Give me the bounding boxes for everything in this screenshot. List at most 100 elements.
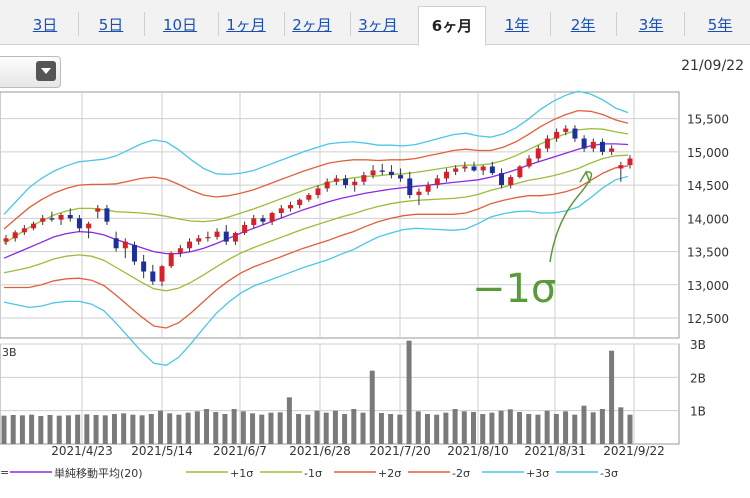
volume-bar [240,411,246,444]
moving-average-line [3,143,629,259]
candle-body [563,128,569,132]
candle-body [499,173,505,186]
candle-body [352,181,358,186]
volume-bar [47,415,53,444]
volume-bar [222,414,228,444]
tab-separator [78,12,79,36]
tab-2[interactable]: 5日 [98,16,124,34]
minus-one-sigma-annotation: −1σ [472,266,556,312]
x-tick-label: 2021/8/31 [524,444,586,458]
tab-6[interactable]: 3ヶ月 [358,16,398,34]
candle-body [544,138,550,149]
tab-10[interactable]: 3年 [638,16,664,34]
legend-label: +2σ [378,467,401,480]
tab-7[interactable]: 6ヶ月 [418,6,486,46]
candle-body [581,138,587,149]
volume-bar [84,414,90,444]
volume-bar [102,415,108,444]
candle-body [480,166,486,171]
volume-bar [194,411,200,444]
annotation-arrowhead [579,170,591,184]
volume-bar [507,409,513,444]
volume-bar [277,412,283,444]
legend-label: +1σ [230,467,253,480]
x-tick-label: 2021/4/23 [51,444,113,458]
annotation-arrow [549,171,593,263]
period-tab-bar: 3日 5日 10日 1ヶ月 2ヶ月 3ヶ月 6ヶ月 1年 2年 3年 5年 [0,0,750,46]
candle-body [95,208,101,212]
tab-9[interactable]: 2年 [570,16,596,34]
tab-8[interactable]: 1年 [504,16,530,34]
tab-separator [350,12,351,36]
volume-bar [563,411,569,444]
candle-body [196,238,202,242]
volume-tick-label: 3B [690,338,706,352]
volume-bar [342,414,348,444]
volume-bar [388,414,394,444]
candle-body [379,170,385,172]
candle-body [187,241,193,249]
candle-body [306,195,312,200]
candle-body [517,166,523,178]
volume-bar [489,412,495,444]
x-tick-label: 2021/8/10 [447,444,509,458]
candle-body [251,218,257,225]
x-tick-label: 2021/5/14 [131,444,193,458]
volume-bar [323,412,329,444]
candle-body [618,165,624,169]
tab-3[interactable]: 10日 [162,16,198,34]
candle-body [242,224,248,233]
chart-type-dropdown[interactable] [0,56,61,88]
tab-1[interactable]: 3日 [32,16,58,34]
volume-bar [517,412,523,444]
volume-bar [590,412,596,444]
candle-body [343,178,349,186]
volume-bar [259,414,265,444]
volume-bar [38,416,44,444]
volume-bar [158,410,163,444]
legend-label: +3σ [526,467,549,480]
volume-bar [627,414,633,444]
volume-bar [185,412,191,444]
price-tick-label: 13,500 [687,246,729,260]
tab-4[interactable]: 1ヶ月 [226,16,266,34]
candle-body [177,248,183,253]
chart-date-label: 21/09/22 [681,58,744,74]
volume-bar [461,411,467,444]
candle-body [627,158,633,166]
candle-body [398,175,404,179]
price-tick-label: 12,500 [687,312,729,326]
x-tick-label: 2021/9/22 [603,444,665,458]
candle-body [269,213,275,222]
volume-bar [305,414,311,444]
candle-body [86,223,92,229]
volume-bar [121,413,127,444]
candle-body [333,178,339,182]
volume-bar [167,413,173,444]
tab-11[interactable]: 5年 [707,16,733,34]
volume-bar [268,412,274,444]
volume-bar [415,411,421,444]
volume-bar [599,409,605,444]
minus-2-sigma-line [4,165,629,329]
candle-body [12,232,18,239]
tab-separator [550,12,551,36]
tab-5[interactable]: 2ヶ月 [292,16,332,34]
legend-prefix: = [0,466,9,479]
candle-body [49,218,55,220]
volume-bar [29,414,35,444]
volume-bar [434,414,440,444]
candle-body [76,218,82,229]
volume-bar [332,410,338,444]
candle-body [278,208,284,214]
price-tick-label: 15,500 [687,113,729,127]
candle-body [21,228,27,233]
volume-bar [213,412,219,444]
x-tick-label: 2021/6/7 [213,444,267,458]
price-tick-label: 13,000 [687,279,729,293]
volume-bar [19,415,25,444]
candle-body [260,218,266,222]
volume-bar [314,410,320,444]
volume-bar [443,412,449,444]
